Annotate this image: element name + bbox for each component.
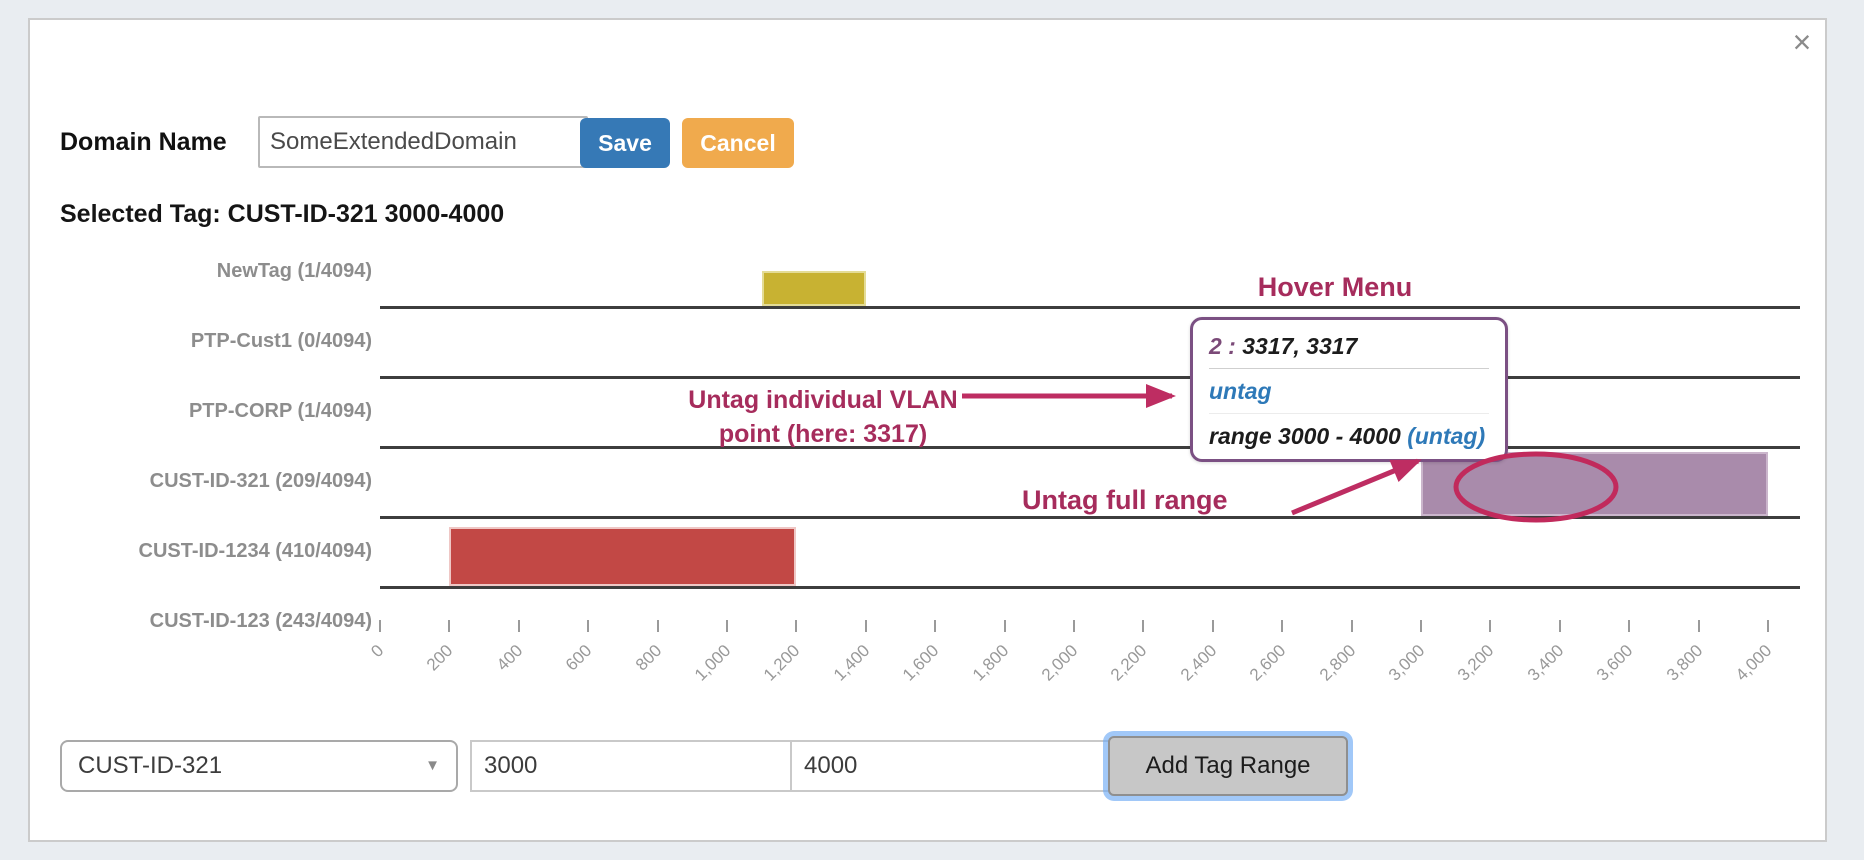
hover-menu-list: 2 : 3317, 3317 untag range 3000 - 4000 (un…: [1193, 320, 1505, 462]
x-axis-tick: [1489, 620, 1492, 632]
vlan-range-bar[interactable]: [449, 526, 797, 586]
menu-item-text: 3317, 3317: [1242, 333, 1358, 359]
x-axis-tick: [1142, 620, 1145, 632]
chart-row-baseline: [380, 376, 1800, 379]
untag-link[interactable]: untag: [1209, 378, 1272, 404]
x-axis-tick: [726, 620, 728, 632]
x-axis-tick: [517, 620, 520, 632]
tag-select-dropdown[interactable]: CUST-ID-321 ▼: [60, 740, 458, 792]
x-axis-tick: [1420, 620, 1422, 632]
chart-row-label: CUST-ID-321 (209/4094): [149, 470, 372, 492]
cancel-button[interactable]: Cancel: [682, 118, 794, 168]
untag-point-annotation-line2: point (here: 3317): [718, 420, 928, 448]
chevron-down-icon: ▼: [425, 757, 440, 774]
untag-link[interactable]: (untag): [1407, 423, 1486, 449]
x-axis-tick: [1073, 620, 1075, 632]
chart-row-baseline: [380, 586, 1800, 589]
hover-menu-item[interactable]: untag: [1209, 368, 1489, 413]
x-axis-tick: [1281, 620, 1284, 632]
tag-select-value: CUST-ID-321: [78, 752, 223, 779]
chart-row-label: PTP-Cust1 (0/4094): [190, 330, 372, 352]
chart-row-baseline: [380, 516, 1800, 519]
chart-row-label: PTP-CORP (1/4094): [188, 400, 372, 422]
add-tag-range-button[interactable]: Add Tag Range: [1108, 736, 1348, 796]
x-axis-tick: [448, 620, 451, 632]
save-button[interactable]: Save: [580, 118, 670, 168]
x-axis-tick: [1003, 620, 1006, 632]
hover-menu-item[interactable]: range 3000 - 4000 (untag): [1209, 413, 1489, 458]
x-axis-tick: [587, 620, 590, 632]
chart-row-baseline: [380, 306, 1800, 309]
range-end-input[interactable]: [790, 740, 1122, 792]
untag-range-annotation: Untag full range: [1022, 485, 1228, 515]
domain-name-input[interactable]: [258, 116, 588, 168]
menu-item-text: 2 :: [1209, 333, 1243, 359]
x-axis-tick: [1697, 620, 1700, 632]
hover-menu-item[interactable]: 2 : 3317, 3317: [1209, 324, 1489, 368]
hover-menu-caption: Hover Menu: [1257, 272, 1413, 302]
x-axis-tick: [1211, 620, 1214, 632]
vlan-range-bar[interactable]: [761, 271, 866, 306]
x-axis-tick: [379, 620, 381, 632]
hover-menu: 2 : 3317, 3317 untag range 3000 - 4000 (un…: [1190, 317, 1508, 462]
x-axis-tick: [1350, 620, 1353, 632]
domain-name-label: Domain Name: [60, 128, 227, 156]
chart-row-label: NewTag (1/4094): [216, 260, 372, 282]
close-icon[interactable]: ×: [1792, 24, 1812, 60]
x-axis-tick: [864, 620, 867, 632]
chart-row-label: CUST-ID-123 (243/4094): [149, 610, 372, 632]
selected-tag-heading: Selected Tag: CUST-ID-321 3000-4000: [60, 200, 505, 228]
x-axis-tick: [1558, 620, 1561, 632]
x-axis-tick: [1628, 620, 1631, 632]
untag-point-annotation-line1: Untag individual VLAN: [688, 386, 958, 414]
chart-row-label: CUST-ID-1234 (410/4094): [138, 540, 372, 562]
x-axis-tick: [656, 620, 659, 632]
x-axis-tick: [795, 620, 798, 632]
menu-item-text: range 3000 - 4000: [1209, 423, 1408, 449]
range-start-input[interactable]: [470, 740, 802, 792]
x-axis-tick: [1767, 620, 1769, 632]
untag-point-annotation: Untag individual VLAN point (here: 3317): [640, 383, 1006, 451]
chart-row-baseline: [380, 446, 1800, 449]
x-axis-tick: [934, 620, 937, 632]
